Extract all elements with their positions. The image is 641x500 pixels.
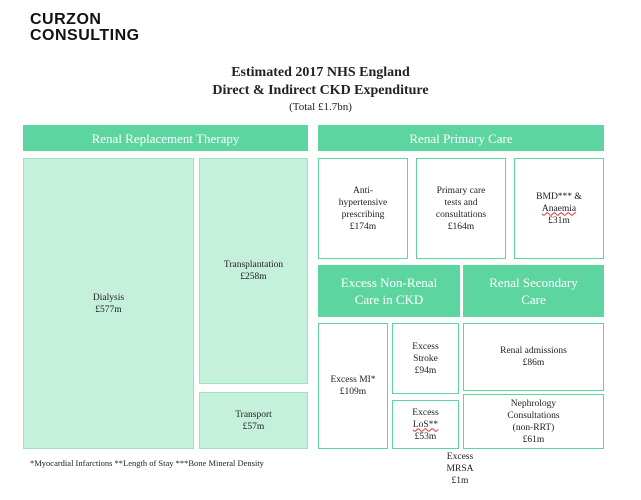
bmd-line-1: BMD*** &: [536, 191, 582, 202]
dialysis-label: Dialysis: [92, 292, 125, 303]
excess-los-value: £53m: [414, 431, 437, 442]
antihypertensive-line-3: prescribing: [341, 209, 385, 220]
header-renal-replacement-therapy: Renal Replacement Therapy: [23, 125, 308, 151]
excess-mi-label: Excess MI*: [330, 375, 376, 385]
bmd-value: £31m: [548, 215, 570, 226]
primary-care-value: £164m: [447, 221, 475, 232]
nephrology-value: £61m: [522, 434, 545, 445]
excess-mrsa-line-1: Excess: [446, 452, 474, 462]
box-excess-mi: Excess MI* £109m: [318, 323, 388, 449]
excess-los-line-1: Excess: [412, 407, 439, 418]
header-renal-secondary-care: Renal Secondary Care: [463, 265, 604, 317]
dialysis-value: £577m: [95, 304, 122, 315]
renal-admissions-value: £86m: [522, 358, 545, 368]
box-nephrology-consultations: Nephrology Consultations (non-RRT) £61m: [463, 394, 604, 449]
antihypertensive-value: £174m: [349, 221, 377, 232]
box-renal-admissions: Renal admissions £86m: [463, 323, 604, 391]
box-primary-care-tests: Primary care tests and consultations £16…: [416, 158, 506, 259]
chart-title-line-1: Estimated 2017 NHS England: [231, 65, 410, 80]
excess-mi-value: £109m: [339, 387, 367, 397]
primary-care-line-2: tests and: [444, 197, 478, 208]
transport-value: £57m: [242, 421, 265, 432]
bmd-line-2: Anaemia: [541, 203, 577, 214]
company-logo: CURZON CONSULTING: [30, 12, 140, 44]
logo-line-1: CURZON: [30, 11, 102, 28]
excess-mrsa-value: £1m: [451, 476, 469, 486]
nephrology-line-3: (non-RRT): [512, 422, 555, 433]
box-dialysis: Dialysis £577m: [23, 158, 194, 449]
excess-stroke-line-1: Excess: [412, 341, 439, 352]
header-renal-primary-care: Renal Primary Care: [318, 125, 604, 151]
header-renal-secondary-line-1: Renal Secondary: [489, 275, 578, 290]
transplantation-value: £258m: [240, 272, 267, 282]
box-antihypertensive-prescribing: Anti- hypertensive prescribing £174m: [318, 158, 408, 259]
logo-line-2: CONSULTING: [30, 27, 140, 44]
header-excess-non-renal-line-1: Excess Non-Renal: [340, 275, 438, 290]
nephrology-line-1: Nephrology: [510, 398, 557, 409]
excess-stroke-line-2: Stroke: [413, 353, 438, 364]
renal-admissions-label: Renal admissions: [500, 346, 567, 356]
transplantation-label: Transplantation: [223, 260, 284, 270]
primary-care-line-1: Primary care: [436, 185, 486, 196]
header-excess-non-renal-care: Excess Non-Renal Care in CKD: [318, 265, 460, 317]
chart-subtitle-total: (Total £1.7bn): [289, 101, 352, 113]
footnote: *Myocardial Infarctions **Length of Stay…: [30, 458, 264, 468]
excess-los-line-2: LoS**: [412, 419, 439, 430]
nephrology-line-2: Consultations: [507, 410, 560, 421]
transport-label: Transport: [235, 409, 272, 420]
box-excess-los: Excess LoS** £53m: [392, 400, 459, 449]
box-transplantation: Transplantation £258m: [199, 158, 308, 384]
header-renal-secondary-line-2: Care: [521, 292, 546, 307]
box-bmd-anaemia: BMD*** & Anaemia £31m: [514, 158, 604, 259]
primary-care-line-3: consultations: [435, 209, 487, 220]
label-excess-mrsa: Excess MRSA £1m: [425, 451, 495, 487]
excess-stroke-value: £94m: [414, 365, 437, 376]
box-transport: Transport £57m: [199, 392, 308, 449]
chart-title-line-2: Direct & Indirect CKD Expenditure: [212, 83, 429, 98]
box-excess-stroke: Excess Stroke £94m: [392, 323, 459, 394]
antihypertensive-line-1: Anti-: [352, 185, 374, 196]
excess-mrsa-line-2: MRSA: [446, 464, 474, 474]
antihypertensive-line-2: hypertensive: [338, 197, 388, 208]
header-excess-non-renal-line-2: Care in CKD: [354, 292, 424, 307]
